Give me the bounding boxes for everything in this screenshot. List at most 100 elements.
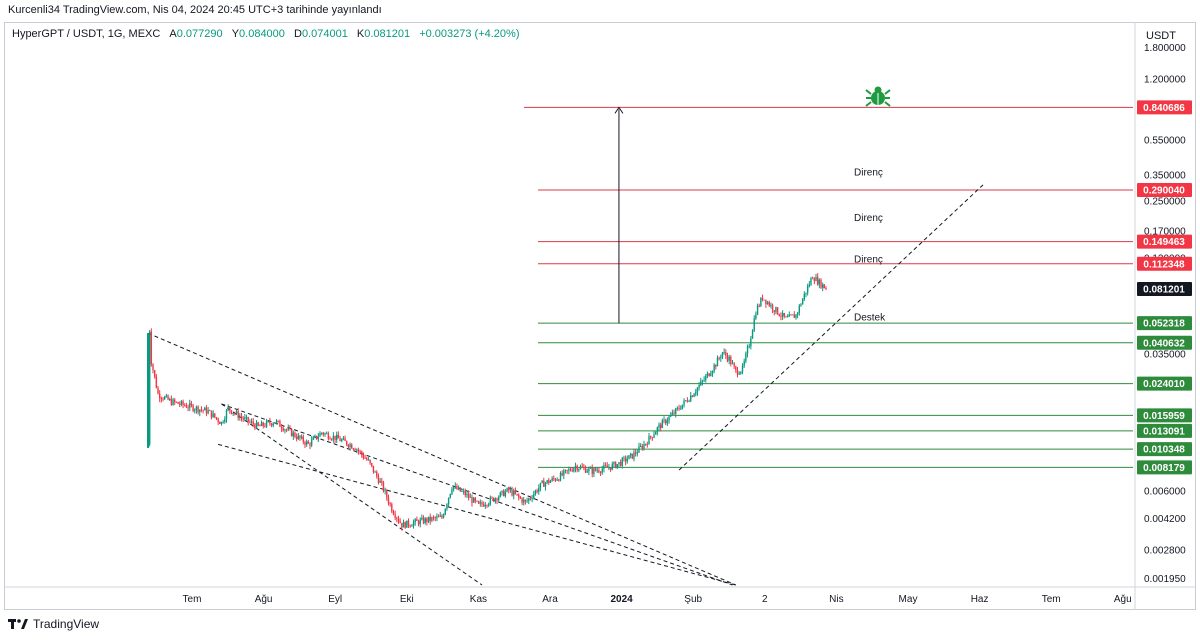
candle-body[interactable] (529, 498, 532, 500)
candle-body[interactable] (810, 278, 812, 285)
candle-body[interactable] (556, 479, 558, 481)
candle-body[interactable] (312, 437, 315, 440)
candle-body[interactable] (207, 410, 209, 414)
candle-body[interactable] (755, 314, 757, 319)
candle-body[interactable] (442, 514, 445, 518)
candle-body[interactable] (164, 396, 166, 400)
candle-body[interactable] (152, 364, 154, 371)
candle-body[interactable] (568, 469, 570, 471)
candle-body[interactable] (487, 503, 490, 506)
resistance-price-badge[interactable] (1137, 256, 1192, 271)
candle-body[interactable] (219, 421, 221, 425)
candle-body[interactable] (264, 425, 266, 427)
candle-body[interactable] (486, 505, 488, 507)
candle-body[interactable] (339, 438, 341, 442)
candle-body[interactable] (803, 293, 806, 300)
candle-body[interactable] (775, 307, 777, 312)
candle-body[interactable] (528, 498, 530, 501)
candle-body[interactable] (409, 525, 411, 527)
candle-body[interactable] (404, 522, 406, 528)
candle-body[interactable] (735, 366, 737, 371)
candle-body[interactable] (519, 497, 522, 499)
candle-body[interactable] (816, 276, 819, 285)
candle-body[interactable] (596, 470, 598, 472)
candle-body[interactable] (676, 407, 679, 409)
candle-body[interactable] (190, 403, 193, 406)
candle-body[interactable] (558, 479, 560, 481)
candle-body[interactable] (341, 439, 343, 442)
candle-body[interactable] (548, 480, 550, 483)
candle-body[interactable] (175, 401, 178, 403)
candle-body[interactable] (628, 455, 630, 460)
candle-body[interactable] (639, 446, 642, 447)
candle-body[interactable] (310, 439, 313, 446)
candle-body[interactable] (688, 400, 690, 402)
candle-body[interactable] (259, 425, 261, 427)
candle-body[interactable] (641, 446, 644, 449)
candle-body[interactable] (524, 499, 527, 502)
candle-body[interactable] (574, 466, 577, 469)
candle-body[interactable] (474, 497, 477, 501)
candle-body[interactable] (162, 398, 164, 400)
candle-body[interactable] (317, 436, 320, 439)
candle-body[interactable] (155, 376, 158, 388)
candle-body[interactable] (768, 302, 770, 306)
candle-body[interactable] (513, 490, 515, 496)
candle-body[interactable] (384, 490, 386, 492)
candle-body[interactable] (758, 305, 760, 307)
candle-body[interactable] (394, 514, 396, 518)
candle-body[interactable] (292, 432, 294, 437)
candle-body[interactable] (770, 304, 772, 306)
candle-body[interactable] (401, 522, 403, 528)
candle-body[interactable] (379, 480, 381, 483)
candle-body[interactable] (417, 520, 420, 525)
candle-body[interactable] (432, 517, 435, 519)
candle-body[interactable] (691, 395, 694, 397)
trendline[interactable] (218, 443, 736, 586)
candle-body[interactable] (700, 381, 702, 386)
candle-body[interactable] (461, 491, 463, 493)
trendline[interactable] (147, 332, 737, 586)
candle-body[interactable] (249, 421, 251, 423)
candle-body[interactable] (705, 376, 707, 380)
candle-body[interactable] (185, 405, 188, 408)
candle-body[interactable] (327, 433, 330, 439)
candle-body[interactable] (821, 284, 824, 288)
resistance-price-badge[interactable] (1137, 234, 1192, 249)
candle-body[interactable] (189, 403, 191, 408)
candle-body[interactable] (611, 464, 613, 470)
candle-body[interactable] (561, 473, 563, 476)
candle-body[interactable] (521, 498, 523, 503)
candle-body[interactable] (820, 279, 822, 288)
candle-body[interactable] (553, 478, 555, 479)
candle-body[interactable] (569, 469, 572, 471)
candle-body[interactable] (374, 471, 376, 473)
candle-body[interactable] (761, 297, 764, 300)
candle-body[interactable] (616, 464, 618, 468)
candle-body[interactable] (603, 465, 605, 469)
candle-body[interactable] (392, 511, 395, 515)
candle-body[interactable] (685, 400, 687, 402)
candle-body[interactable] (741, 365, 744, 372)
candle-body[interactable] (725, 351, 727, 356)
candle-body[interactable] (675, 408, 677, 414)
candle-body[interactable] (214, 413, 216, 418)
candle-body[interactable] (629, 453, 632, 456)
candle-body[interactable] (406, 520, 408, 528)
candle-body[interactable] (626, 459, 628, 462)
candle-body[interactable] (167, 395, 169, 400)
candle-body[interactable] (320, 432, 323, 434)
candle-body[interactable] (551, 478, 553, 481)
trendline[interactable] (678, 184, 984, 471)
candle-body[interactable] (780, 315, 782, 317)
candle-body[interactable] (469, 496, 472, 498)
currency-label[interactable]: USDT (1146, 30, 1176, 42)
candle-body[interactable] (307, 441, 310, 444)
candle-body[interactable] (753, 318, 755, 331)
footer-brand[interactable]: TradingView (33, 617, 100, 631)
candle-body[interactable] (498, 496, 500, 501)
candle-body[interactable] (419, 519, 421, 525)
candle-body[interactable] (467, 493, 470, 498)
candle-body[interactable] (793, 314, 795, 318)
